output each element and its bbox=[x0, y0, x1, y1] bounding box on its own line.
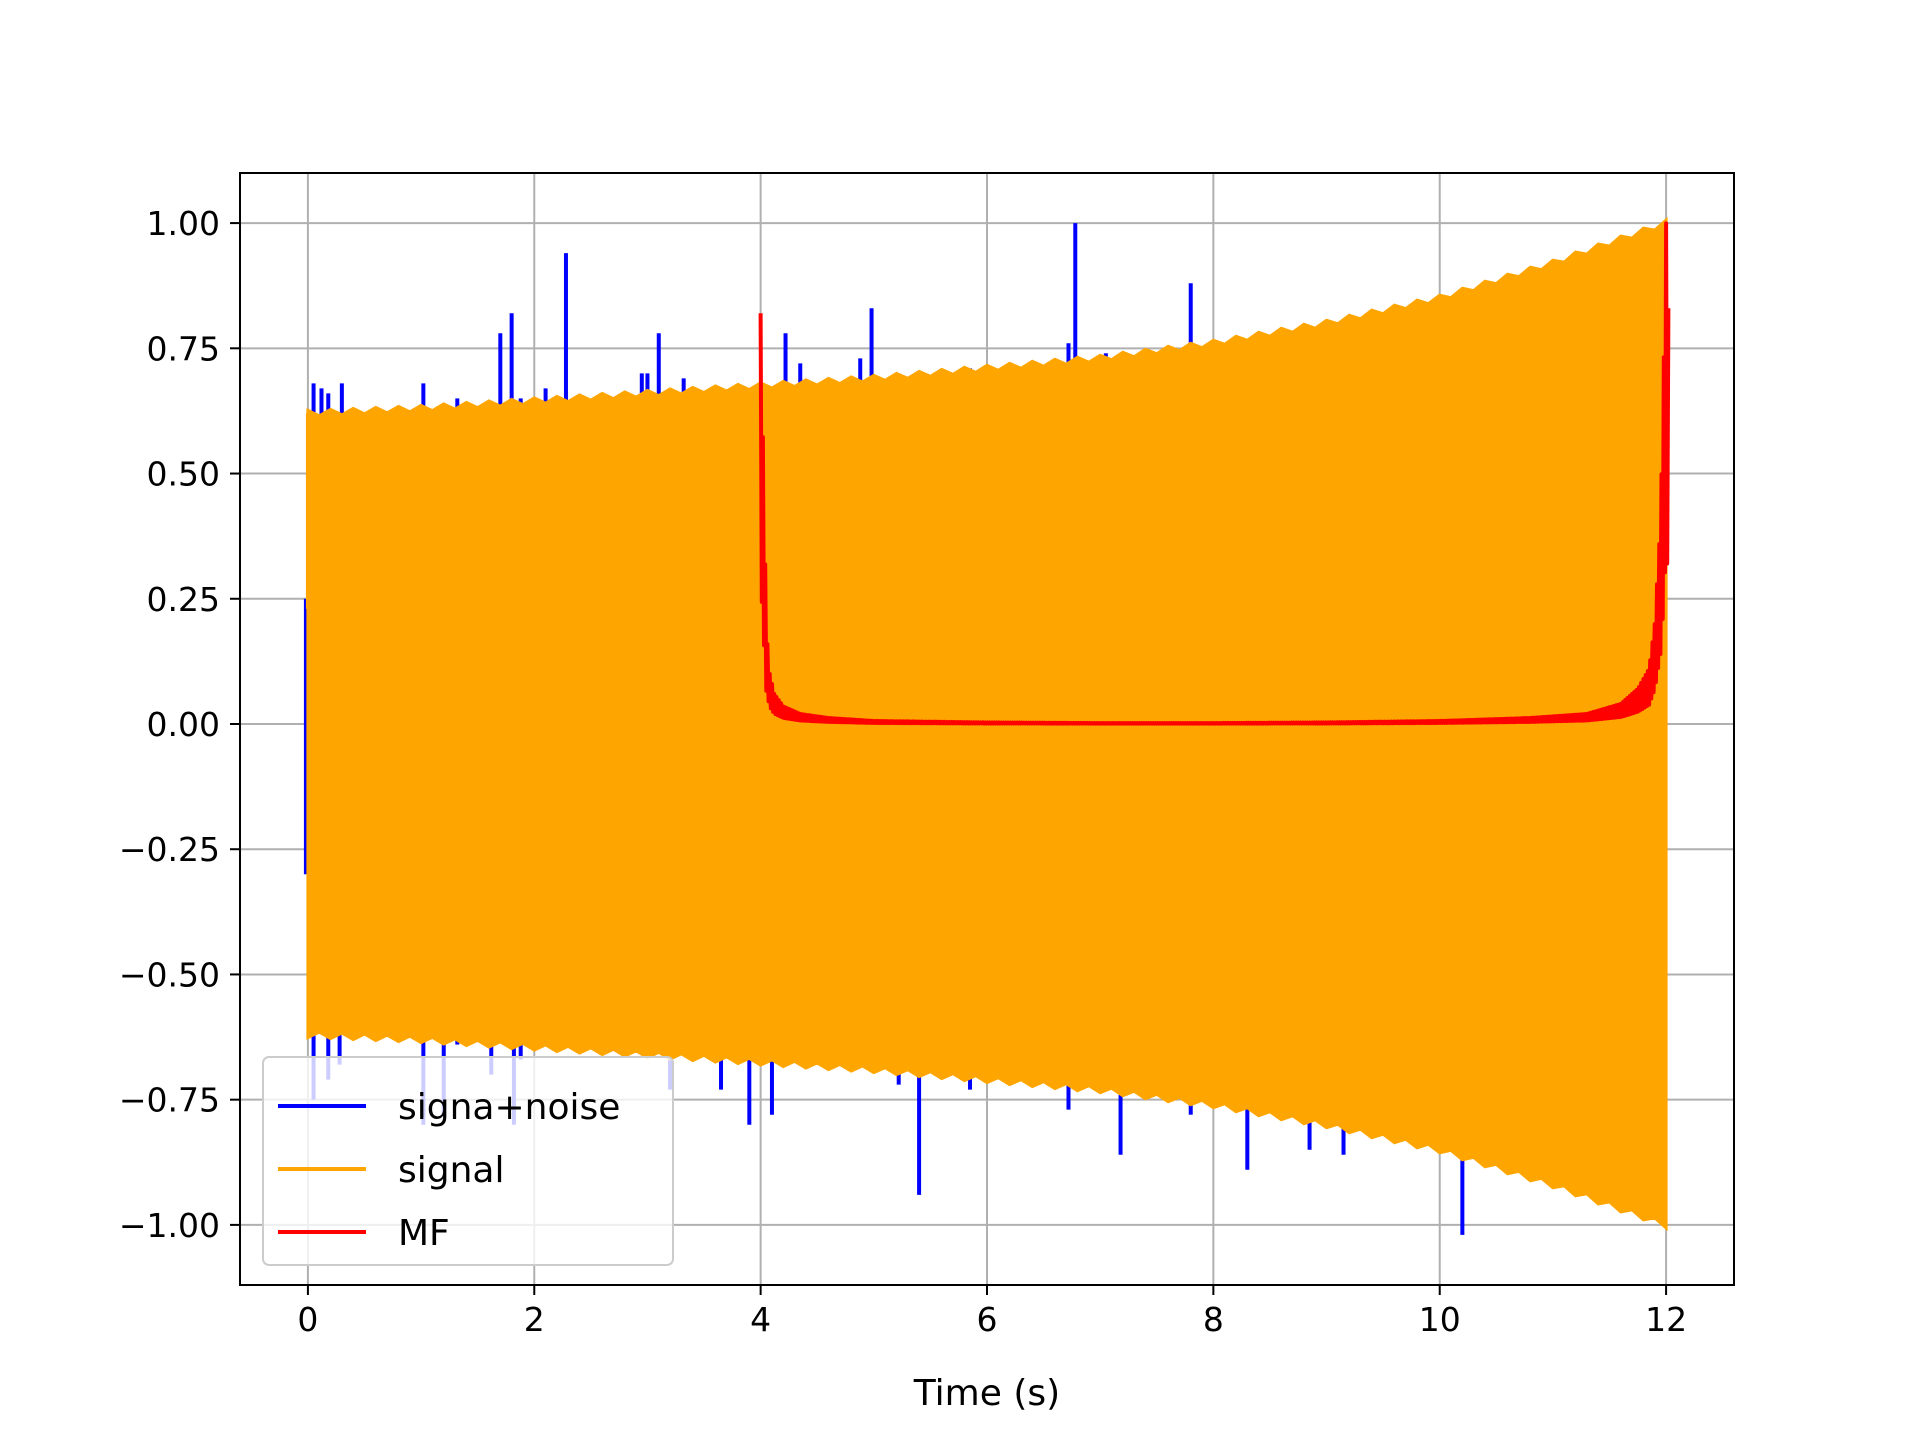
series-layer bbox=[303, 216, 1671, 1235]
legend-label: signal bbox=[398, 1150, 505, 1191]
y-tick-label: −0.50 bbox=[119, 955, 220, 994]
ticks: 0 2 4 6 8 10 12 1.00 0.75 0.50 0.25 0.00 −0.25 −0.50 −… bbox=[119, 204, 1687, 1339]
mf-line bbox=[758, 221, 1671, 726]
legend-label: MF bbox=[398, 1213, 450, 1254]
y-tick-label: 0.00 bbox=[147, 705, 220, 744]
legend-box bbox=[262, 1056, 674, 1266]
y-tick-label: 0.75 bbox=[147, 329, 220, 368]
x-tick-label: 2 bbox=[524, 1300, 545, 1339]
legend-label: signa+noise bbox=[398, 1087, 620, 1128]
legend: signa+noise signal MF bbox=[262, 1056, 674, 1266]
y-tick-label: −0.25 bbox=[119, 830, 220, 869]
y-tick-label: 1.00 bbox=[147, 204, 220, 243]
x-tick-label: 10 bbox=[1419, 1300, 1461, 1339]
x-tick-label: 4 bbox=[750, 1300, 771, 1339]
x-tick-label: 0 bbox=[297, 1300, 318, 1339]
y-tick-label: −1.00 bbox=[119, 1206, 220, 1245]
y-tick-label: 0.50 bbox=[147, 455, 220, 494]
y-tick-label: 0.25 bbox=[147, 580, 220, 619]
series-mf bbox=[758, 221, 1671, 726]
x-axis-label: Time (s) bbox=[913, 1373, 1060, 1414]
y-tick-label: −0.75 bbox=[119, 1081, 220, 1120]
x-tick-label: 8 bbox=[1203, 1300, 1224, 1339]
x-tick-label: 12 bbox=[1645, 1300, 1687, 1339]
x-tick-label: 6 bbox=[977, 1300, 998, 1339]
